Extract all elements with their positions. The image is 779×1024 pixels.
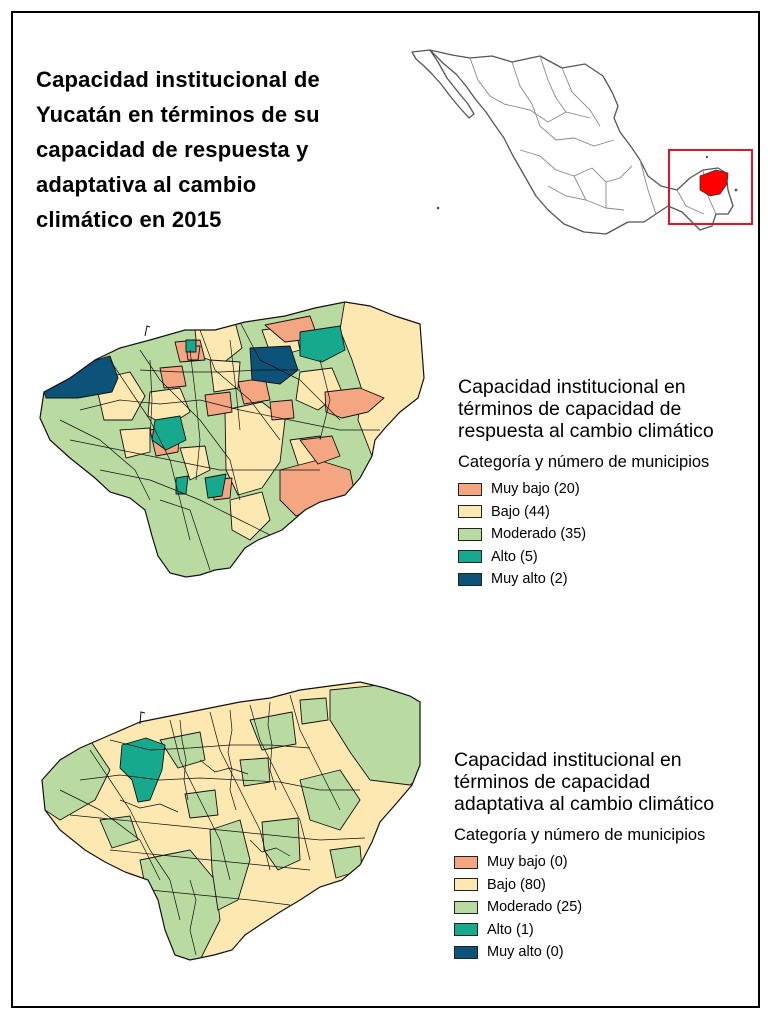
legend-title-line: Capacidad institucional en	[458, 376, 686, 398]
legend-item-bajo: Bajo (80)	[454, 874, 714, 897]
swatch-bajo	[454, 878, 478, 892]
legend-item-muy-alto: Muy alto (2)	[458, 568, 714, 591]
legend-item-label: Bajo (80)	[487, 876, 546, 893]
title-line: Capacidad institucional de	[36, 67, 320, 92]
legend-item-alto: Alto (5)	[458, 546, 714, 569]
legend-item-muy-bajo: Muy bajo (20)	[458, 478, 714, 501]
title-line: Yucatán en términos de su	[36, 102, 320, 127]
legend-item-muy-alto: Muy alto (0)	[454, 941, 714, 964]
legend-item-moderado: Moderado (25)	[454, 896, 714, 919]
legend-item-muy-bajo: Muy bajo (0)	[454, 851, 714, 874]
yucatan-highlight-shape	[699, 169, 729, 197]
legend-item-label: Alto (1)	[487, 921, 534, 938]
legend-title-line: adaptativa al cambio climático	[454, 793, 715, 815]
legend-item-label: Muy bajo (0)	[487, 854, 568, 871]
island-mark	[705, 155, 709, 159]
legend-title-line: términos de capacidad de	[458, 398, 682, 420]
swatch-muy-alto	[454, 945, 478, 959]
swatch-muy-alto	[458, 572, 482, 586]
legend-title: Capacidad institucional en términos de c…	[454, 749, 714, 815]
swatch-moderado	[458, 527, 482, 541]
legend-response: Capacidad institucional en términos de c…	[458, 376, 714, 591]
swatch-moderado	[454, 900, 478, 914]
figure-title: Capacidad institucional de Yucatán en té…	[36, 62, 396, 237]
legend-title: Capacidad institucional en términos de c…	[458, 376, 714, 442]
legend-subtitle: Categoría y número de municipios	[454, 826, 706, 844]
title-line: adaptativa al cambio	[36, 172, 257, 197]
swatch-alto	[454, 923, 478, 937]
title-line: climático en 2015	[36, 207, 222, 232]
yucatan-inset-box	[668, 149, 753, 225]
legend-title-line: Capacidad institucional en	[454, 749, 682, 771]
legend-title-line: términos de capacidad	[454, 771, 651, 793]
island-mark	[734, 188, 738, 192]
legend-title-line: respuesta al cambio climático	[458, 420, 714, 442]
title-line: capacidad de respuesta y	[36, 137, 309, 162]
legend-item-moderado: Moderado (35)	[458, 523, 714, 546]
swatch-muy-bajo	[454, 855, 478, 869]
legend-adaptive: Capacidad institucional en términos de c…	[454, 749, 714, 964]
mexico-mainland-shape	[429, 49, 734, 235]
swatch-alto	[458, 550, 482, 564]
legend-subtitle: Categoría y número de municipios	[458, 453, 710, 471]
swatch-bajo	[458, 505, 482, 519]
legend-item-label: Moderado (25)	[487, 899, 583, 916]
island-mark	[436, 206, 440, 210]
legend-item-label: Alto (5)	[491, 548, 538, 565]
legend-item-label: Muy bajo (20)	[491, 481, 580, 498]
legend-item-bajo: Bajo (44)	[458, 501, 714, 524]
legend-item-alto: Alto (1)	[454, 919, 714, 942]
swatch-muy-bajo	[458, 482, 482, 496]
legend-item-label: Moderado (35)	[491, 526, 587, 543]
legend-item-label: Bajo (44)	[491, 503, 550, 520]
legend-item-label: Muy alto (2)	[491, 571, 568, 588]
baja-california-shape	[411, 49, 475, 119]
legend-item-label: Muy alto (0)	[487, 944, 564, 961]
